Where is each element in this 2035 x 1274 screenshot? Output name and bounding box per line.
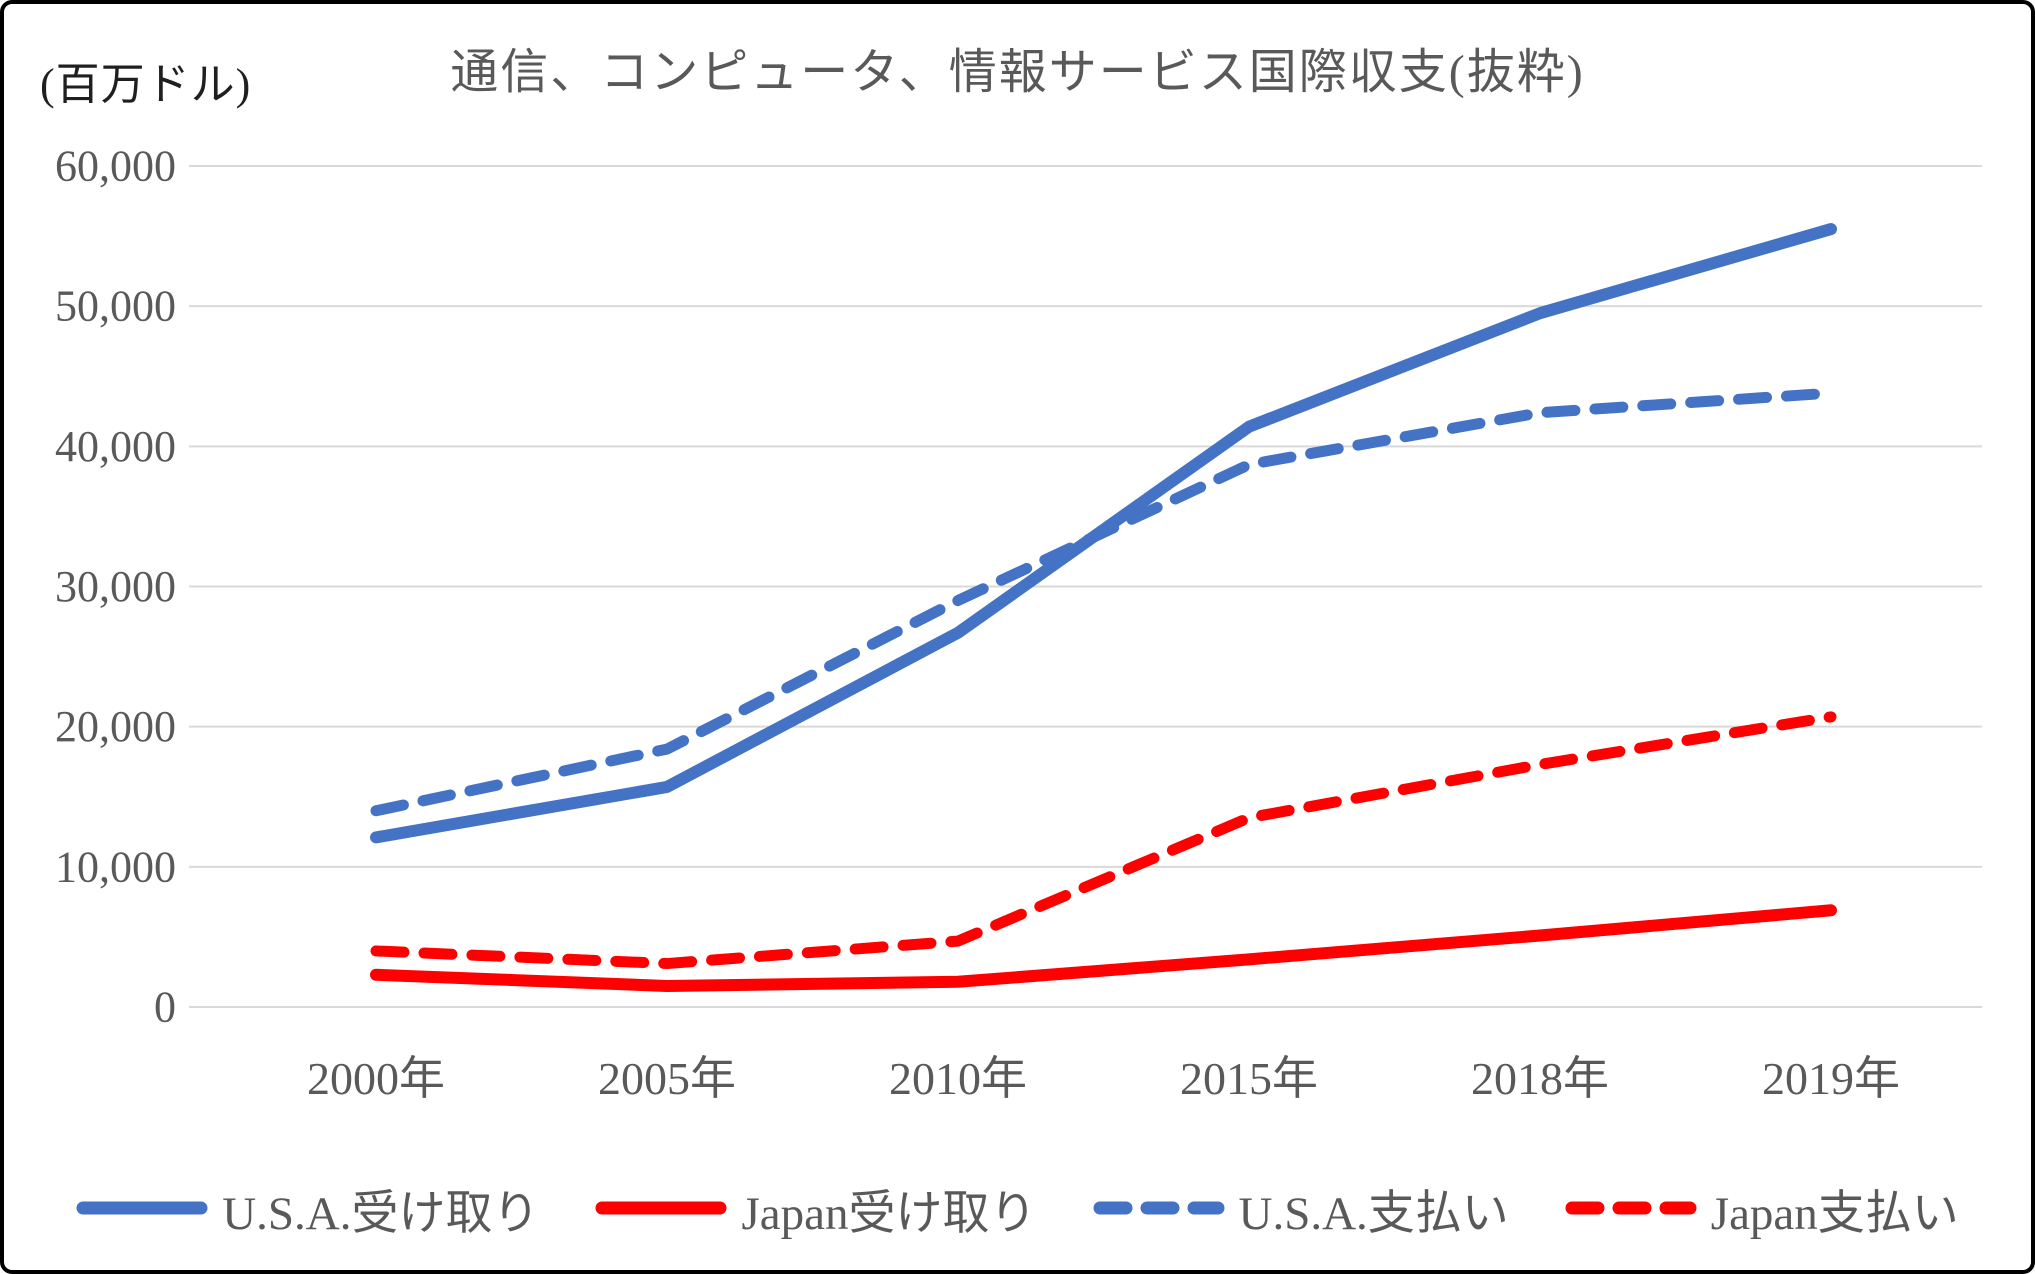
chart-title: 通信、コンピュータ、情報サービス国際収支(抜粋) [450,46,1585,99]
series-line-3 [370,711,1837,970]
legend-label: U.S.A.受け取り [222,1187,540,1240]
y-axis-tick-label: 20,000 [55,702,176,751]
legend-label: U.S.A.支払い [1238,1187,1509,1240]
x-axis-tick-label: 2010年 [889,1053,1027,1104]
legend-item-0: U.S.A.受け取り [76,1174,539,1243]
y-axis-tick-label: 0 [154,983,176,1032]
y-axis-tick-label: 40,000 [55,422,176,471]
legend-line-sample-solid [595,1201,727,1215]
y-axis-tick-label: 60,000 [55,142,176,191]
legend-line-sample-solid [76,1201,208,1215]
legend-item-2: U.S.A.支払い [1093,1174,1509,1243]
chart-legend: U.S.A.受け取り Japan受け取り U.S.A.支払い Japan支払い [4,1172,2031,1244]
y-axis-unit-label: (百万ドル) [40,60,252,109]
legend-line-sample-dashed [1565,1201,1697,1215]
x-axis-tick-label: 2015年 [1180,1053,1318,1104]
series-line-1 [370,904,1837,992]
legend-item-3: Japan支払い [1565,1174,1959,1243]
legend-label: Japan支払い [1710,1187,1959,1240]
line-chart-plot: 0 10,000 20,000 30,000 40,000 50,000 60,000 200… [55,142,1982,1104]
x-axis-tick-label: 2019年 [1762,1053,1900,1104]
x-axis-tick-label: 2000年 [307,1053,445,1104]
legend-label: Japan受け取り [741,1187,1037,1240]
x-axis-tick-label: 2018年 [1471,1053,1609,1104]
y-axis-tick-label: 30,000 [55,562,176,611]
legend-item-1: Japan受け取り [595,1174,1037,1243]
series-line-0 [370,223,1837,844]
legend-line-sample-dashed [1093,1201,1224,1215]
y-axis-tick-label: 50,000 [55,282,176,331]
y-axis-tick-label: 10,000 [55,842,176,891]
x-axis-tick-label: 2005年 [598,1053,736,1104]
